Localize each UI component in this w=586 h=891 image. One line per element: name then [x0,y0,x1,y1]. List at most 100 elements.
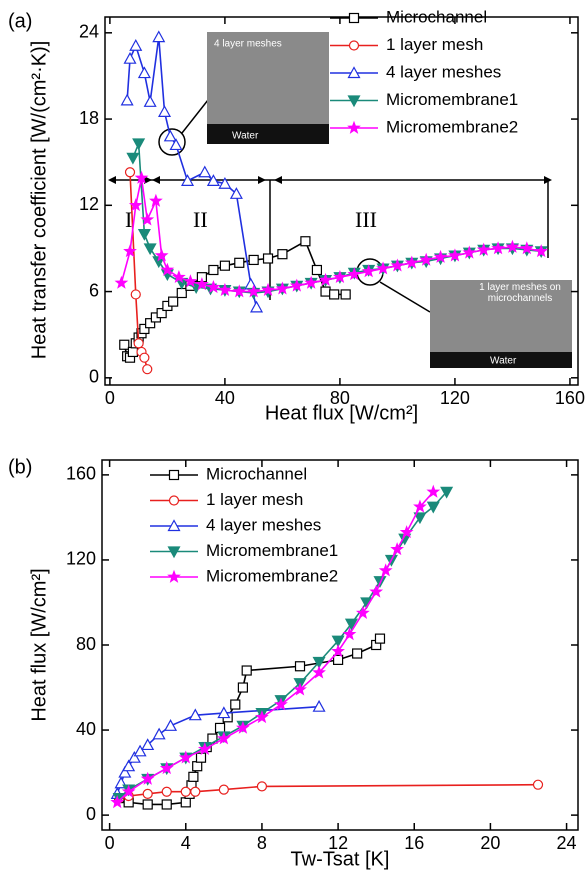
region-label: I [125,207,132,232]
marker [176,287,187,299]
marker [262,253,274,264]
marker [312,656,326,669]
legend-marker [348,12,360,24]
marker [132,138,146,151]
marker [448,248,462,262]
marker [121,784,136,798]
legend-label: Micromembrane1 [386,90,518,109]
marker [229,187,243,199]
marker [130,289,141,300]
y-axis-label: Heat transfer coefficient [W/(cm²·K)] [28,41,50,360]
x-tick-label: 8 [257,833,267,853]
region-arrows [112,99,549,313]
marker [347,267,362,281]
marker [234,257,245,268]
marker [156,308,167,319]
marker [230,699,241,710]
marker [426,501,440,514]
x-tick-label: 0 [105,833,115,853]
marker [118,765,132,778]
marker [145,318,156,329]
marker [218,282,232,296]
region-label: II [193,207,208,232]
legend-marker [347,120,361,134]
marker [250,300,264,313]
marker [311,264,323,276]
marker [134,170,149,184]
marker [433,249,448,263]
y-tick-label: 0 [86,804,96,824]
marker [123,244,137,258]
marker [152,30,166,43]
marker [419,252,434,266]
legend-label: 4 layer meshes [386,62,501,81]
marker [413,512,427,525]
x-tick-label: 120 [440,388,470,408]
marker [344,618,358,631]
marker [256,781,268,792]
marker [399,525,414,539]
marker [255,710,269,724]
y-axis-label: Heat flux [W/cm²] [28,568,50,721]
marker [329,289,340,300]
legend-label: Microchannel [386,7,487,26]
x-tick-label: 0 [105,388,115,408]
x-axis-label: Tw-Tsat [K] [291,848,390,870]
x-tick-label: 80 [330,388,350,408]
marker [127,750,141,763]
marker [532,779,544,790]
marker [476,242,491,256]
marker [195,277,209,291]
marker [158,105,172,117]
marker [181,174,195,186]
x-tick-label: 20 [480,833,500,853]
marker [139,323,150,335]
inset-label-box: 1 layer meshes on microchannels [479,282,561,304]
marker [141,738,155,751]
marker [331,635,345,648]
marker [197,741,212,756]
marker [294,661,306,672]
inset-label: Water [232,131,259,142]
legend-marker [167,519,181,532]
marker [169,138,183,151]
marker [236,720,250,734]
marker [237,682,248,693]
inset-image [430,352,572,368]
marker [133,338,144,349]
inset-label: Water [490,356,517,367]
legend-marker [168,469,180,481]
y-tick-label: 80 [76,634,96,654]
marker [261,282,275,296]
marker [333,269,347,284]
marker [342,627,357,641]
marker [114,275,129,289]
plot-frame [104,16,579,386]
legend-marker [347,95,361,108]
marker [110,795,125,809]
marker [122,759,136,772]
marker [376,261,390,275]
y-tick-label: 0 [89,367,99,387]
marker [390,258,405,272]
x-axis-label: Heat flux [W/cm²] [265,402,418,424]
marker [139,352,150,363]
y-tick-label: 40 [76,719,96,739]
marker [161,786,172,797]
marker [154,248,169,262]
marker [274,697,288,711]
legend-marker [347,66,361,79]
marker [304,275,319,289]
panel-label: (b) [8,456,32,478]
legend-label: Microchannel [206,464,307,483]
marker [462,245,477,259]
marker [390,542,404,556]
inset-image [207,124,329,144]
x-tick-label: 160 [555,388,585,408]
marker [161,799,172,810]
marker [163,129,177,142]
y-tick-label: 18 [79,108,99,128]
marker [216,731,231,745]
marker [180,797,191,808]
